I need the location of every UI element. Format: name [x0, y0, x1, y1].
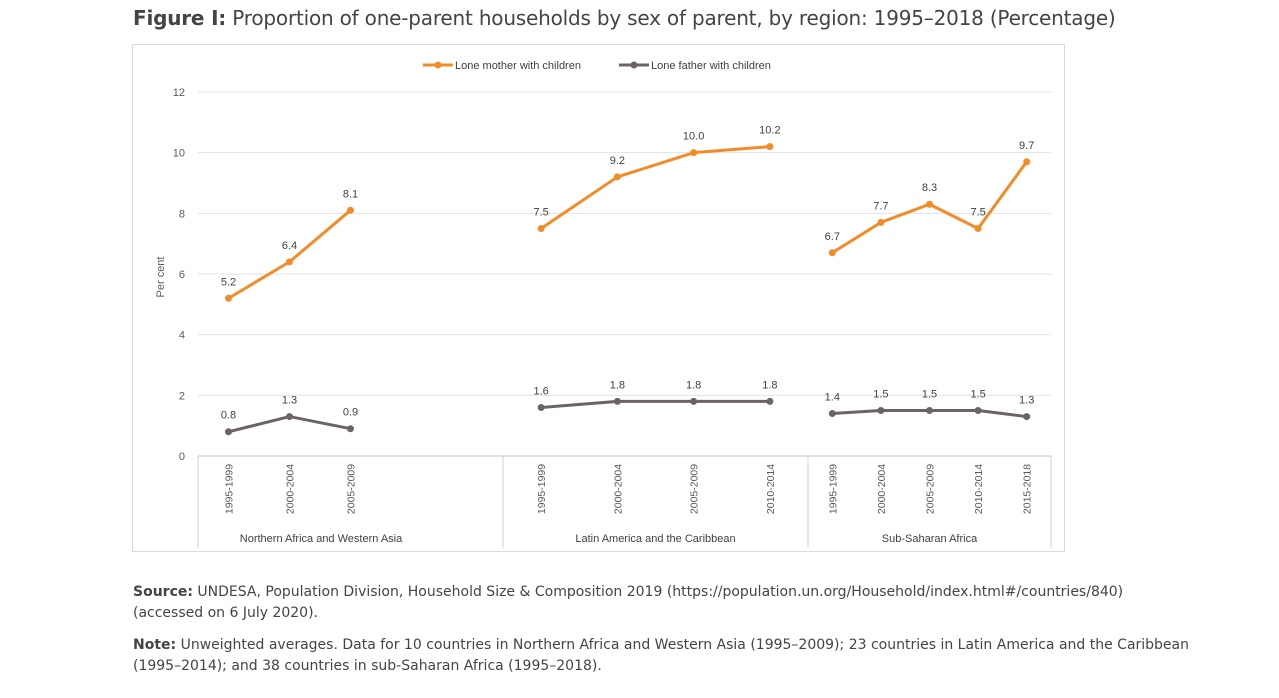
legend-marker: [434, 61, 442, 69]
figure-label: Figure I:: [133, 6, 227, 30]
data-point: [877, 218, 885, 226]
data-point: [225, 428, 232, 436]
data-label: 1.8: [610, 379, 625, 391]
data-label: 1.5: [873, 389, 888, 401]
data-label: 10.0: [683, 131, 704, 143]
x-tick-label: 2015-2018: [1022, 464, 1034, 514]
data-label: 6.4: [282, 240, 297, 252]
y-tick-label: 6: [179, 269, 185, 281]
note-text: Unweighted averages. Data for 10 countri…: [133, 637, 1190, 674]
legend-marker: [630, 61, 638, 69]
data-point: [537, 225, 545, 232]
data-label: 1.8: [762, 379, 777, 391]
data-point: [286, 413, 293, 421]
data-label: 0.8: [221, 410, 236, 422]
group-label: Sub-Saharan Africa: [882, 533, 978, 545]
figure-title: Figure I: Proportion of one-parent house…: [133, 6, 1116, 30]
y-tick-label: 0: [179, 451, 185, 463]
data-label: 9.7: [1019, 140, 1034, 152]
x-tick-label: 2010-2014: [973, 464, 985, 514]
data-point: [613, 397, 621, 405]
data-label: 7.5: [533, 207, 548, 219]
x-tick-label: 1995-1999: [224, 464, 236, 514]
source-note: Source: UNDESA, Population Division, Hou…: [133, 582, 1193, 624]
data-point: [690, 149, 698, 157]
data-point: [1023, 413, 1031, 421]
data-point: [347, 425, 354, 433]
data-label: 10.2: [759, 125, 780, 137]
x-tick-label: 2000-2004: [876, 464, 888, 514]
data-point: [828, 249, 836, 257]
legend-label: Lone mother with children: [455, 60, 581, 72]
data-label: 5.2: [221, 276, 236, 288]
data-label: 1.4: [825, 392, 840, 404]
data-label: 1.3: [282, 395, 297, 407]
data-point: [926, 407, 933, 414]
data-point: [828, 410, 836, 418]
series-line: [539, 145, 772, 230]
data-point: [974, 407, 982, 414]
chart-container: 0 2 4 6 8 10 12 Per cent 1995-1999 2000-2004 2005-…: [132, 44, 1065, 552]
y-tick-label: 4: [179, 330, 185, 342]
data-label: 1.3: [1019, 395, 1034, 407]
data-point: [690, 397, 698, 405]
x-tick-label: 2005-2009: [346, 464, 358, 514]
data-point: [766, 143, 774, 151]
line-chart: 0 2 4 6 8 10 12 Per cent 1995-1999 2000-2004 2005-…: [155, 60, 1052, 548]
data-label: 1.5: [970, 389, 985, 401]
series-line: [227, 208, 352, 300]
data-label: 1.5: [922, 389, 937, 401]
y-axis-label: Per cent: [155, 257, 167, 298]
group-label: Latin America and the Caribbean: [575, 533, 735, 545]
data-point: [1023, 158, 1031, 166]
note-label: Note:: [133, 637, 177, 653]
figure-title-text: Proportion of one-parent households by s…: [232, 6, 1116, 30]
data-point: [347, 206, 354, 214]
footnote: Note: Unweighted averages. Data for 10 c…: [133, 635, 1193, 677]
data-point: [974, 225, 982, 232]
data-label: 0.9: [343, 407, 358, 419]
data-label: 8.1: [343, 188, 358, 200]
data-point: [877, 407, 885, 414]
x-tick-label: 1995-1999: [536, 464, 548, 514]
data-label: 7.7: [873, 200, 888, 212]
x-tick-label: 2000-2004: [285, 464, 297, 514]
source-text: UNDESA, Population Division, Household S…: [133, 584, 1124, 621]
group-label: Northern Africa and Western Asia: [240, 533, 403, 545]
x-tick-label: 2005-2009: [925, 464, 937, 514]
data-point: [225, 294, 232, 302]
data-label: 9.2: [610, 155, 625, 167]
data-point: [926, 200, 933, 208]
x-tick-label: 1995-1999: [827, 464, 839, 514]
legend-label: Lone father with children: [651, 60, 771, 72]
source-label: Source:: [133, 584, 193, 600]
data-label: 1.6: [533, 385, 548, 397]
y-tick-label: 10: [173, 148, 185, 160]
data-label: 6.7: [825, 231, 840, 243]
series-line: [539, 399, 772, 409]
data-point: [613, 173, 621, 181]
x-tick-label: 2000-2004: [612, 464, 624, 514]
data-point: [286, 258, 293, 266]
data-label: 1.8: [686, 379, 701, 391]
x-tick-label: 2010-2014: [765, 464, 777, 514]
data-label: 7.5: [970, 207, 985, 219]
x-tick-label: 2005-2009: [689, 464, 701, 514]
y-tick-label: 12: [173, 87, 185, 99]
y-tick-label: 8: [179, 208, 185, 220]
y-tick-label: 2: [179, 390, 185, 402]
data-point: [766, 397, 774, 405]
data-label: 8.3: [922, 182, 937, 194]
data-point: [537, 403, 545, 411]
